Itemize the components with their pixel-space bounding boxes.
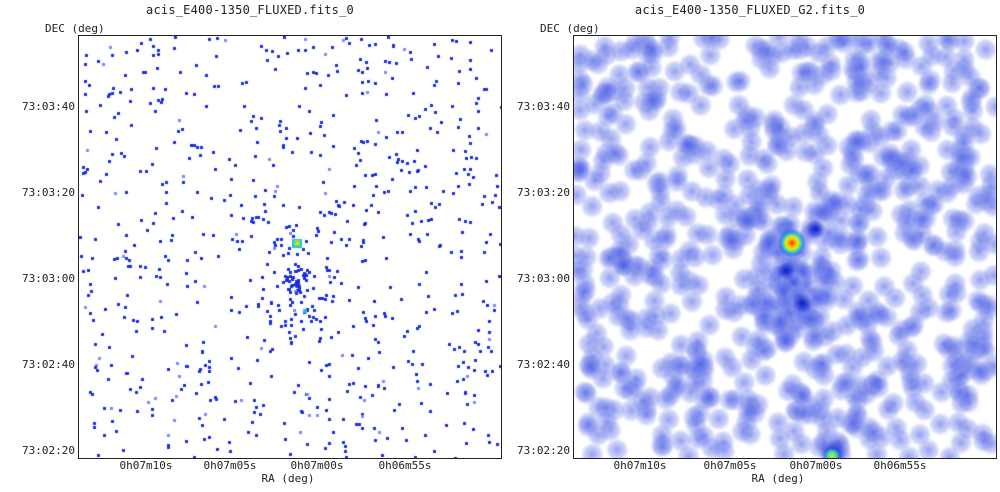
x-axis-label: RA (deg) xyxy=(751,472,805,485)
x-tick-label: 0h07m00s xyxy=(290,459,344,472)
y-axis-label: DEC (deg) xyxy=(540,22,600,35)
image-canvas xyxy=(79,36,501,458)
x-tick-label: 0h07m05s xyxy=(703,459,757,472)
y-tick-label: 73:03:40 xyxy=(22,100,75,113)
y-tick-label: 73:02:20 xyxy=(22,444,75,457)
x-tick-label: 0h07m10s xyxy=(613,459,667,472)
x-tick-label: 0h07m10s xyxy=(119,459,173,472)
y-tick-label: 73:03:00 xyxy=(517,272,570,285)
image-plot-area[interactable] xyxy=(573,35,997,459)
y-tick-label: 73:02:40 xyxy=(22,358,75,371)
x-tick-label: 0h06m55s xyxy=(873,459,927,472)
y-tick-label: 73:03:40 xyxy=(517,100,570,113)
x-tick-label: 0h06m55s xyxy=(378,459,432,472)
y-axis-label: DEC (deg) xyxy=(45,22,105,35)
image-plot-area[interactable] xyxy=(78,35,502,459)
panel-title: acis_E400-1350_FLUXED.fits_0 xyxy=(146,3,354,17)
y-tick-label: 73:03:20 xyxy=(22,186,75,199)
y-tick-label: 73:03:20 xyxy=(517,186,570,199)
raw-image-panel: acis_E400-1350_FLUXED.fits_0 DEC (deg) 7… xyxy=(22,3,502,485)
image-canvas xyxy=(574,36,996,458)
y-tick-label: 73:02:40 xyxy=(517,358,570,371)
panel-title: acis_E400-1350_FLUXED_G2.fits_0 xyxy=(634,3,866,17)
x-axis-label: RA (deg) xyxy=(261,472,315,485)
x-tick-label: 0h07m05s xyxy=(203,459,257,472)
x-tick-label: 0h07m00s xyxy=(789,459,843,472)
smoothed-image-panel: acis_E400-1350_FLUXED_G2.fits_0 DEC (deg… xyxy=(500,0,1000,492)
y-tick-label: 73:02:20 xyxy=(517,444,570,457)
y-tick-label: 73:03:00 xyxy=(22,272,75,285)
